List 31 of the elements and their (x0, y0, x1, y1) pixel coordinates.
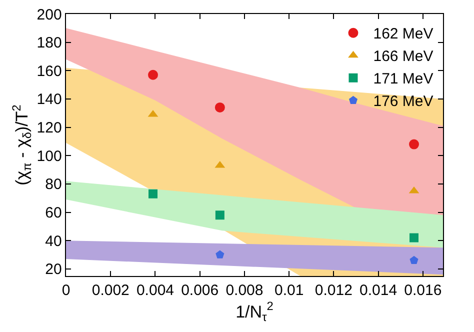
point (410, 233, 418, 242)
point (216, 250, 224, 258)
legend-label: 166 MeV (373, 48, 434, 66)
y-tick-label: 120 (36, 120, 62, 137)
point (410, 256, 418, 264)
legend-label: 176 MeV (373, 93, 434, 110)
y-tick-label: 180 (36, 34, 62, 52)
y-tick-label: 60 (45, 204, 62, 222)
x-tick-label: 0.006 (181, 282, 219, 300)
x-tick-label: 0.012 (314, 282, 352, 300)
x-tick-label: 0.01 (274, 282, 304, 300)
point (148, 189, 158, 198)
y-tick-label: 40 (45, 232, 62, 250)
legend-label: 171 MeV (373, 70, 434, 88)
x-tick-label: 0.008 (226, 282, 264, 300)
x-tick-label: 0.004 (136, 282, 174, 300)
x-tick-label: 0.002 (92, 282, 130, 300)
y-tick-label: 100 (36, 148, 62, 165)
y-tick-label: 140 (36, 91, 62, 108)
point (409, 139, 419, 150)
y-tick-label: 80 (45, 176, 62, 194)
y-tick-label: 160 (36, 62, 62, 80)
y-tick-label: 200 (36, 6, 62, 24)
x-tick-label: 0.016 (404, 282, 442, 300)
x-tick-label: 0.014 (360, 282, 398, 300)
point (214, 102, 225, 112)
legend-label: 162 MeV (373, 26, 434, 43)
point (215, 210, 224, 220)
point (148, 70, 158, 80)
y-tick-label: 20 (45, 261, 62, 278)
x-tick-label: 0 (62, 282, 70, 300)
